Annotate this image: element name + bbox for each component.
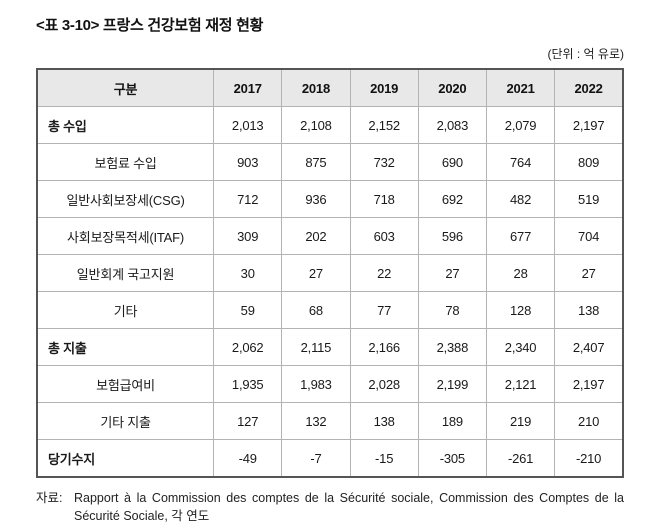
source-note: 자료: Rapport à la Commission des comptes …	[36, 489, 624, 525]
cell-value: 519	[554, 180, 624, 218]
cell-value: 677	[485, 217, 556, 255]
cell-value: 690	[417, 143, 487, 181]
cell-value: 2,028	[349, 365, 419, 403]
cell-value: -7	[281, 439, 351, 478]
cell-value: 903	[213, 143, 283, 181]
cell-value: 78	[417, 291, 487, 329]
unit-note: (단위 : 억 유로)	[547, 47, 624, 61]
row-label: 보험급여비	[36, 365, 215, 403]
header-cell-category: 구분	[36, 68, 215, 107]
table-row: 기타 지출 127 132 138 189 219 210	[36, 402, 624, 440]
table-header-row: 구분 2017 2018 2019 2020 2021 2022	[36, 68, 624, 107]
cell-value: 2,388	[417, 328, 487, 366]
cell-value: 138	[349, 402, 419, 440]
cell-value: 128	[485, 291, 556, 329]
cell-value: 2,062	[213, 328, 283, 366]
cell-value: 2,079	[485, 106, 556, 144]
table-row: 보험료 수입 903 875 732 690 764 809	[36, 143, 624, 181]
cell-value: 718	[349, 180, 419, 218]
cell-value: 2,013	[213, 106, 283, 144]
row-label: 총 수입	[36, 106, 215, 144]
cell-value: 77	[349, 291, 419, 329]
cell-value: 132	[281, 402, 351, 440]
cell-value: 309	[213, 217, 283, 255]
header-cell-year: 2021	[485, 68, 556, 107]
cell-value: 2,166	[349, 328, 419, 366]
source-prefix: 자료:	[36, 491, 63, 505]
cell-value: 2,108	[281, 106, 351, 144]
cell-value: 189	[417, 402, 487, 440]
row-label: 일반회계 국고지원	[36, 254, 215, 292]
row-label: 총 지출	[36, 328, 215, 366]
table-row: 사회보장목적세(ITAF) 309 202 603 596 677 704	[36, 217, 624, 255]
header-cell-year: 2018	[281, 68, 351, 107]
cell-value: 219	[485, 402, 556, 440]
cell-value: 2,407	[554, 328, 624, 366]
cell-value: 1,983	[281, 365, 351, 403]
cell-value: -15	[349, 439, 419, 478]
cell-value: -305	[417, 439, 487, 478]
header-cell-year: 2019	[349, 68, 419, 107]
cell-value: -261	[485, 439, 556, 478]
row-label: 당기수지	[36, 439, 215, 478]
cell-value: 22	[349, 254, 419, 292]
table-row: 총 지출 2,062 2,115 2,166 2,388 2,340 2,407	[36, 328, 624, 366]
cell-value: 202	[281, 217, 351, 255]
cell-value: 2,199	[417, 365, 487, 403]
cell-value: 68	[281, 291, 351, 329]
table-row: 일반회계 국고지원 30 27 22 27 28 27	[36, 254, 624, 292]
table-row: 총 수입 2,013 2,108 2,152 2,083 2,079 2,197	[36, 106, 624, 144]
table-title: <표 3-10> 프랑스 건강보험 재정 현황	[36, 17, 264, 34]
cell-value: 704	[554, 217, 624, 255]
table-row: 보험급여비 1,935 1,983 2,028 2,199 2,121 2,19…	[36, 365, 624, 403]
cell-value: 603	[349, 217, 419, 255]
table-row: 일반사회보장세(CSG) 712 936 718 692 482 519	[36, 180, 624, 218]
cell-value: 59	[213, 291, 283, 329]
cell-value: 127	[213, 402, 283, 440]
cell-value: 27	[554, 254, 624, 292]
cell-value: 2,121	[485, 365, 556, 403]
header-cell-year: 2017	[213, 68, 283, 107]
cell-value: 875	[281, 143, 351, 181]
cell-value: 712	[213, 180, 283, 218]
row-label: 사회보장목적세(ITAF)	[36, 217, 215, 255]
cell-value: 27	[281, 254, 351, 292]
cell-value: 764	[485, 143, 556, 181]
cell-value: 30	[213, 254, 283, 292]
cell-value: -210	[554, 439, 624, 478]
row-label: 기타	[36, 291, 215, 329]
cell-value: 596	[417, 217, 487, 255]
cell-value: 2,197	[554, 106, 624, 144]
cell-value: -49	[213, 439, 283, 478]
cell-value: 210	[554, 402, 624, 440]
cell-value: 482	[485, 180, 556, 218]
cell-value: 27	[417, 254, 487, 292]
source-text: Rapport à la Commission des comptes de l…	[74, 491, 624, 524]
cell-value: 2,083	[417, 106, 487, 144]
cell-value: 2,197	[554, 365, 624, 403]
table-row: 당기수지 -49 -7 -15 -305 -261 -210	[36, 439, 624, 478]
cell-value: 138	[554, 291, 624, 329]
cell-value: 2,115	[281, 328, 351, 366]
cell-value: 809	[554, 143, 624, 181]
cell-value: 732	[349, 143, 419, 181]
finance-table: 구분 2017 2018 2019 2020 2021 2022 총 수입 2,…	[36, 68, 624, 478]
row-label: 기타 지출	[36, 402, 215, 440]
cell-value: 936	[281, 180, 351, 218]
header-cell-year: 2022	[554, 68, 624, 107]
cell-value: 28	[485, 254, 556, 292]
row-label: 일반사회보장세(CSG)	[36, 180, 215, 218]
cell-value: 2,340	[485, 328, 556, 366]
table-row: 기타 59 68 77 78 128 138	[36, 291, 624, 329]
cell-value: 2,152	[349, 106, 419, 144]
cell-value: 692	[417, 180, 487, 218]
cell-value: 1,935	[213, 365, 283, 403]
row-label: 보험료 수입	[36, 143, 215, 181]
header-cell-year: 2020	[417, 68, 487, 107]
